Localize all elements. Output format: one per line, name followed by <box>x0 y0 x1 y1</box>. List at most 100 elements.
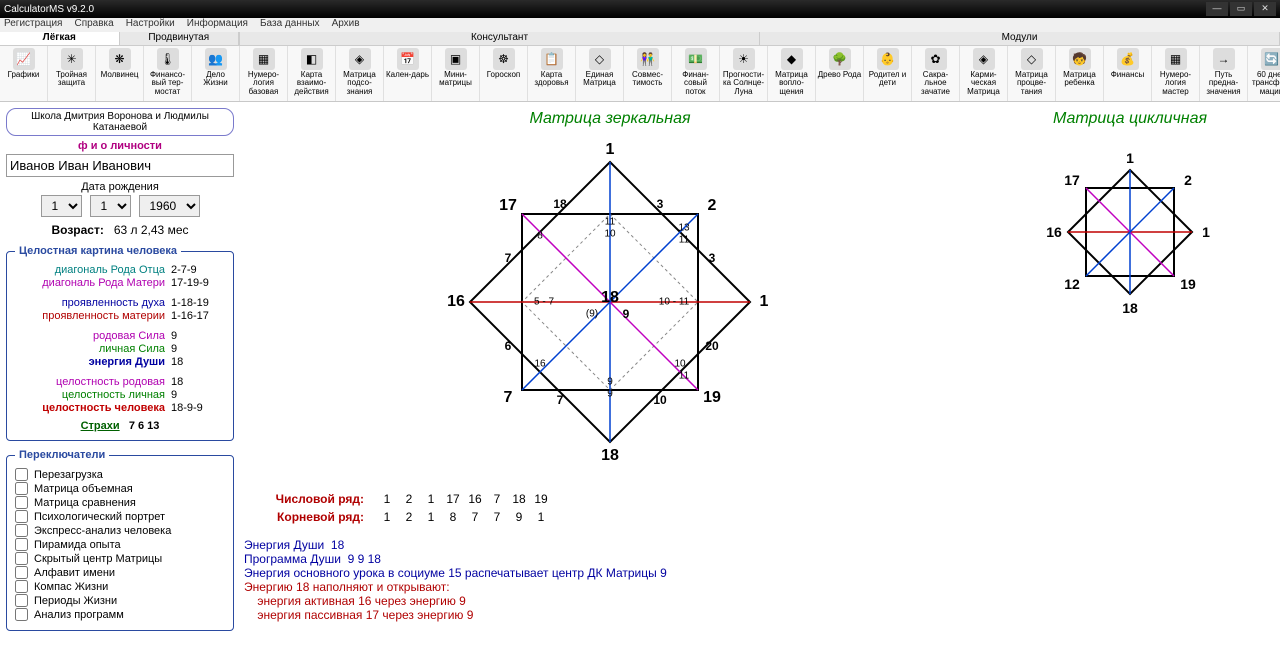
ribbon-button[interactable]: ✳ Тройная защита <box>48 46 96 101</box>
switch-checkbox[interactable] <box>15 468 28 481</box>
min-button[interactable]: — <box>1206 2 1228 16</box>
ribbon-icon: ▦ <box>253 48 275 70</box>
ribbon-button[interactable]: ❋ Молвинец <box>96 46 144 101</box>
stat-value: 18-9-9 <box>171 402 225 414</box>
dob-day[interactable]: 1 <box>41 195 82 217</box>
ribbon-label: Матрица вопло-щения <box>769 71 814 96</box>
switch-checkbox[interactable] <box>15 608 28 621</box>
tab-advanced[interactable]: Продвинутая <box>120 32 240 45</box>
school-badge: Школа Дмитрия Воронова и Людмилы Катанае… <box>6 108 234 136</box>
stat-label: диагональ Рода Отца <box>15 264 171 276</box>
ribbon-button[interactable]: 👫 Совмес-тимость <box>624 46 672 101</box>
diagram-label: 17 <box>1064 172 1080 188</box>
ribbon-button[interactable]: ✿ Сакра-льное зачатие <box>912 46 960 101</box>
menu-item[interactable]: Архив <box>332 18 360 29</box>
ribbon-button[interactable]: ◇ Матрица процве-тания <box>1008 46 1056 101</box>
interp-line: энергия активная 16 через энергию 9 <box>244 594 976 608</box>
ribbon-button[interactable]: ▦ Нумеро-логия мастер <box>1152 46 1200 101</box>
switch-checkbox[interactable] <box>15 594 28 607</box>
diagram-label: 13 <box>678 223 689 234</box>
close-button[interactable]: ✕ <box>1254 2 1276 16</box>
ribbon-icon: 🧒 <box>1069 48 1091 70</box>
cyclic-matrix-diagram: 1118161721912 <box>1030 132 1230 332</box>
numrow-cell: 1 <box>420 492 442 506</box>
ribbon-button[interactable]: 💰 Финансы <box>1104 46 1152 101</box>
ribbon-button[interactable]: ☀ Прогности-ка Солнце-Луна <box>720 46 768 101</box>
age-label: Возраст: <box>51 223 103 237</box>
ribbon-label: Карта взаимо-действия <box>289 71 334 96</box>
diagram-label: 3 <box>657 197 664 211</box>
switch-checkbox[interactable] <box>15 566 28 579</box>
ribbon-button[interactable]: 🧒 Матрица ребенка <box>1056 46 1104 101</box>
stat-value: 9 <box>171 343 225 355</box>
ribbon-button[interactable]: 👥 Дело Жизни <box>192 46 240 101</box>
ribbon-button[interactable]: 🌡 Финансо-вый тер-мостат <box>144 46 192 101</box>
ribbon-button[interactable]: → Путь предна-значения <box>1200 46 1248 101</box>
ribbon-button[interactable]: ◇ Единая Матрица <box>576 46 624 101</box>
fio-input[interactable] <box>6 154 234 177</box>
ribbon-button[interactable]: ☸ Гороскоп <box>480 46 528 101</box>
dob-year[interactable]: 1960 <box>139 195 200 217</box>
switch-checkbox[interactable] <box>15 538 28 551</box>
numrow-cell: 1 <box>376 492 398 506</box>
switch-checkbox[interactable] <box>15 496 28 509</box>
interp-line: Программа Души 9 9 18 <box>244 552 976 566</box>
switch-checkbox[interactable] <box>15 580 28 593</box>
diagram-label: 11 <box>679 371 689 382</box>
max-button[interactable]: ▭ <box>1230 2 1252 16</box>
ribbon-icon: ❋ <box>109 48 131 70</box>
menu-item[interactable]: База данных <box>260 18 320 29</box>
diagram-label: 1 <box>1202 224 1210 240</box>
switch-checkbox[interactable] <box>15 482 28 495</box>
diagram-label: 18 <box>553 197 566 211</box>
ribbon-button[interactable]: ▣ Мини-матрицы <box>432 46 480 101</box>
diagram-label: 9 <box>607 389 613 400</box>
tab-easy[interactable]: Лёгкая <box>0 32 120 45</box>
rootrow-cell: 7 <box>464 510 486 524</box>
ribbon-button[interactable]: 👶 Родител и дети <box>864 46 912 101</box>
ribbon-label: Финан-совый поток <box>673 71 718 96</box>
ribbon-button[interactable]: 🔄 60 дней трансфор-мации <box>1248 46 1280 101</box>
ribbon-icon: 💰 <box>1117 48 1139 70</box>
menu-item[interactable]: Настройки <box>126 18 175 29</box>
ribbon-icon: ☀ <box>733 48 755 70</box>
diagram-label: 10 <box>604 229 615 240</box>
ribbon-button[interactable]: ◆ Матрица вопло-щения <box>768 46 816 101</box>
diagram-label: 17 <box>499 197 517 215</box>
ribbon-icon: 👶 <box>877 48 899 70</box>
switch-checkbox[interactable] <box>15 552 28 565</box>
dob-month[interactable]: 1 <box>90 195 131 217</box>
switch-checkbox[interactable] <box>15 510 28 523</box>
diagram-label: 1 <box>1126 150 1134 166</box>
ribbon-button[interactable]: 📋 Карта здоровья <box>528 46 576 101</box>
ribbon-button[interactable]: 📈 Графики <box>0 46 48 101</box>
ribbon-label: Карта здоровья <box>529 71 574 88</box>
ribbon-icon: 👫 <box>637 48 659 70</box>
rootrow-cell: 8 <box>442 510 464 524</box>
ribbon-button[interactable]: 💵 Финан-совый поток <box>672 46 720 101</box>
diagram-label: 2 <box>708 197 717 215</box>
ribbon-icon: 📋 <box>541 48 563 70</box>
ribbon-button[interactable]: ◈ Карми-ческая Матрица <box>960 46 1008 101</box>
ribbon-button[interactable]: ◧ Карта взаимо-действия <box>288 46 336 101</box>
ribbon-label: Финансы <box>1111 71 1145 79</box>
diagram-label: 3 <box>709 251 716 265</box>
menu-item[interactable]: Информация <box>187 18 248 29</box>
ribbon-button[interactable]: ▦ Нумеро-логия базовая <box>240 46 288 101</box>
fio-label: ф и о личности <box>6 140 234 152</box>
switch-label: Скрытый центр Матрицы <box>34 553 162 565</box>
numrow-cell: 16 <box>464 492 486 506</box>
ribbon-icon: 🌡 <box>157 48 179 70</box>
stat-value: 18 <box>171 376 225 388</box>
ribbon-button[interactable]: 📅 Кален-дарь <box>384 46 432 101</box>
numrow-cell: 17 <box>442 492 464 506</box>
ribbon-icon: → <box>1213 48 1235 70</box>
menu-item[interactable]: Регистрация <box>4 18 62 29</box>
diagram-label: 20 <box>705 339 718 353</box>
diagram-label: 10 - 11 <box>659 297 689 308</box>
switch-checkbox[interactable] <box>15 524 28 537</box>
ribbon-icon: ✳ <box>61 48 83 70</box>
ribbon-button[interactable]: 🌳 Древо Рода <box>816 46 864 101</box>
ribbon-button[interactable]: ◈ Матрица подсо-знания <box>336 46 384 101</box>
menu-item[interactable]: Справка <box>74 18 113 29</box>
